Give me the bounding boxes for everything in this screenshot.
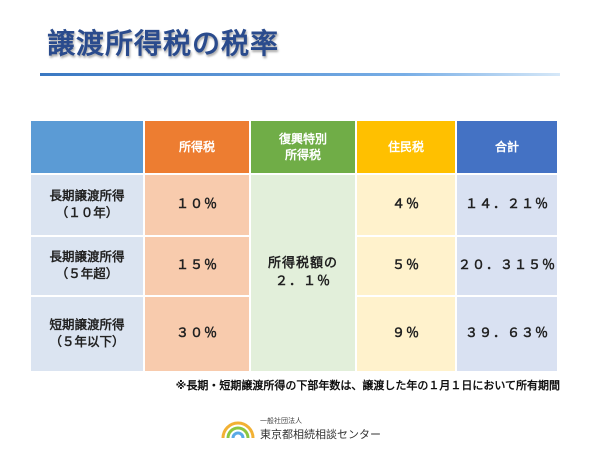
total-value: ３９．６３％ bbox=[457, 297, 557, 371]
org-type-text: 一般社団法人 bbox=[260, 417, 302, 425]
header-reconstruction-line2: 所得税 bbox=[284, 148, 321, 162]
org-name-text: 東京都相続相談センター bbox=[260, 428, 381, 441]
row-label-line2: （５年超） bbox=[55, 266, 119, 281]
slide-title: 譲渡所得税の税率 bbox=[47, 27, 280, 60]
resident-tax-value: ４％ bbox=[357, 175, 455, 235]
row-label-long-term-over-5y: 長期譲渡所得 （５年超） bbox=[31, 237, 143, 295]
header-reconstruction-line1: 復興特別 bbox=[278, 131, 327, 146]
resident-tax-value: ９％ bbox=[357, 297, 455, 371]
row-label-line1: 短期譲渡所得 bbox=[49, 317, 125, 333]
header-total: 合計 bbox=[457, 121, 557, 173]
header-income-tax: 所得税 bbox=[145, 121, 249, 173]
title-rule bbox=[40, 73, 560, 76]
row-label-line1: 長期譲渡所得 bbox=[49, 188, 125, 204]
reconstruction-value-line1: 所得税額の bbox=[267, 256, 338, 272]
header-resident-tax: 住民税 bbox=[357, 121, 455, 173]
resident-tax-value: ５％ bbox=[357, 237, 455, 295]
reconstruction-value-line2: ２．１％ bbox=[274, 274, 331, 289]
row-label-line2: （１０年） bbox=[55, 205, 119, 220]
org-logo: 一般社団法人 東京都相続相談センター bbox=[220, 414, 400, 444]
header-blank-cell bbox=[31, 121, 143, 173]
total-value: １４．２１％ bbox=[457, 175, 557, 235]
income-tax-value: １０％ bbox=[145, 175, 249, 235]
header-reconstruction-tax: 復興特別 所得税 bbox=[251, 121, 355, 173]
income-tax-value: １５％ bbox=[145, 237, 249, 295]
footnote: ※長期・短期譲渡所得の下部年数は、譲渡した年の１月１日において所有期間 bbox=[175, 379, 560, 392]
sunrise-logo-icon bbox=[221, 421, 255, 439]
reconstruction-tax-merged-value: 所得税額の ２．１％ bbox=[251, 175, 355, 371]
row-label-line2: （５年以下） bbox=[49, 334, 125, 349]
tax-rate-table: 所得税 復興特別 所得税 住民税 合計 長期譲渡所得 （１０年） １０％ ４％ … bbox=[31, 121, 557, 371]
total-value: ２０．３１５％ bbox=[457, 237, 557, 295]
income-tax-value: ３０％ bbox=[145, 297, 249, 371]
row-label-long-term-10y: 長期譲渡所得 （１０年） bbox=[31, 175, 143, 235]
row-label-line1: 長期譲渡所得 bbox=[49, 249, 125, 265]
row-label-short-term-5y-or-less: 短期譲渡所得 （５年以下） bbox=[31, 297, 143, 371]
